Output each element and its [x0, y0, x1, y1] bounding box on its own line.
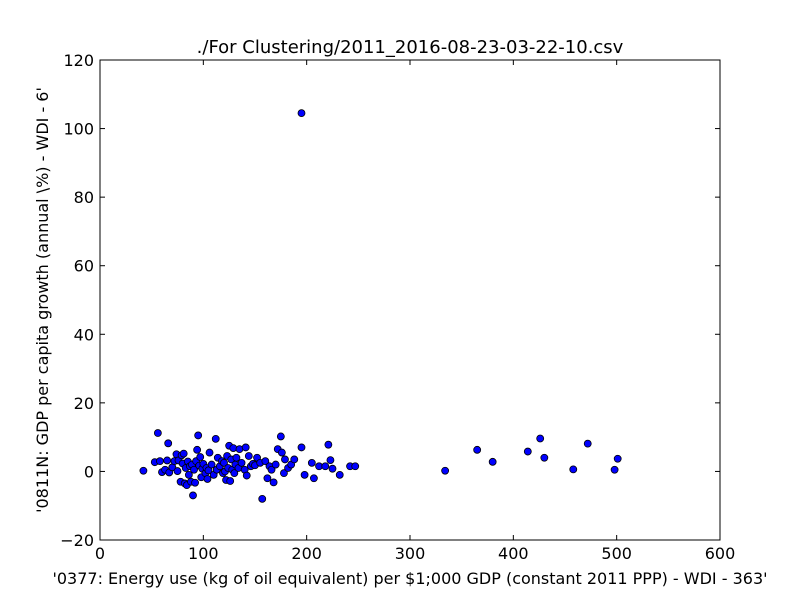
data-point [267, 465, 276, 474]
data-point [263, 474, 272, 483]
y-tick-label: 120 [63, 51, 94, 70]
x-tick-label: 500 [601, 544, 632, 563]
data-point [164, 439, 173, 448]
data-point [156, 457, 164, 466]
data-point [139, 466, 148, 475]
data-point [173, 467, 182, 475]
data-point [307, 458, 316, 467]
y-axis-label: '0811N: GDP per capita growth (annual \%… [33, 87, 52, 513]
y-axis: −20 0 20 40 60 80 100 120 [60, 51, 720, 550]
data-point [194, 431, 203, 440]
y-tick-label: 20 [74, 394, 94, 413]
x-tick-label: 300 [395, 544, 426, 563]
data-point [220, 458, 228, 467]
y-tick-label: 60 [74, 257, 94, 276]
data-point [271, 460, 280, 469]
data-point [189, 491, 197, 500]
data-point [280, 469, 288, 478]
x-tick-label: 0 [95, 544, 105, 563]
data-point [613, 454, 622, 463]
data-point [211, 434, 220, 443]
data-point [190, 465, 198, 474]
data-point [309, 474, 318, 483]
data-point [473, 445, 482, 454]
data-point [488, 457, 497, 466]
data-point [297, 443, 306, 452]
y-tick-label: 40 [74, 325, 94, 344]
data-point [610, 465, 619, 474]
y-tick-label: 0 [84, 462, 94, 481]
data-point [351, 462, 360, 471]
y-tick-label: −20 [60, 531, 94, 550]
y-tick-label: 80 [74, 188, 94, 207]
data-point [163, 456, 172, 465]
data-points [139, 109, 622, 503]
y-tick-label: 100 [63, 120, 94, 139]
chart-title: ./For Clustering/2011_2016-08-23-03-22-1… [197, 37, 624, 58]
data-point [277, 448, 286, 457]
data-point [193, 445, 202, 454]
data-point [569, 465, 578, 474]
data-point [258, 494, 267, 503]
data-point [300, 470, 309, 479]
data-point [205, 448, 214, 457]
data-point [269, 478, 278, 487]
data-point [184, 470, 193, 479]
data-point [196, 453, 205, 461]
data-point [523, 447, 532, 456]
data-point [297, 109, 306, 118]
data-point [326, 456, 335, 465]
data-point [232, 453, 241, 462]
x-tick-label: 100 [188, 544, 219, 563]
data-point [290, 455, 299, 464]
data-point [207, 460, 216, 469]
data-point [324, 440, 333, 449]
x-tick-label: 200 [291, 544, 322, 563]
data-point [328, 464, 337, 473]
data-point [281, 455, 289, 464]
data-point [242, 471, 251, 480]
data-point [179, 449, 188, 458]
data-point [226, 477, 235, 485]
data-point [244, 452, 253, 460]
data-point [441, 466, 450, 475]
data-point [237, 458, 246, 467]
data-point [540, 453, 549, 462]
x-axis: 0 100 200 300 400 500 600 [95, 60, 735, 563]
data-point [241, 443, 250, 452]
data-point [335, 470, 344, 479]
data-point [230, 469, 239, 478]
data-point [203, 475, 212, 483]
data-point [191, 478, 199, 487]
data-point [583, 439, 592, 448]
x-axis-label: '0377: Energy use (kg of oil equivalent)… [52, 569, 767, 588]
data-point [276, 432, 285, 441]
x-tick-label: 400 [498, 544, 529, 563]
data-point [321, 462, 330, 471]
data-point [153, 429, 162, 437]
data-point [536, 434, 545, 443]
data-point [261, 457, 270, 466]
x-tick-label: 600 [705, 544, 736, 563]
